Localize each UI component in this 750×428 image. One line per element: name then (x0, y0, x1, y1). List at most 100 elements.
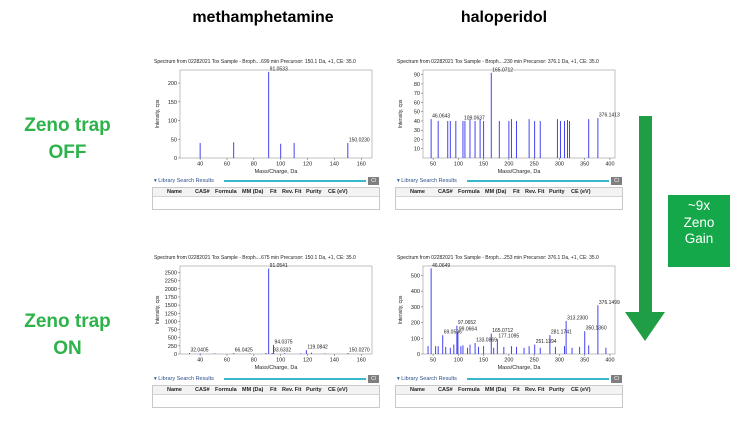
library-column-header[interactable]: Formula (215, 189, 237, 195)
x-tick-label: 120 (303, 358, 312, 364)
peak-label: 46.0649 (432, 263, 450, 269)
library-column-header[interactable]: Formula (215, 387, 237, 393)
library-close-button[interactable]: Cl (611, 375, 622, 383)
library-divider-line (224, 378, 366, 380)
library-column-header[interactable]: Purity (306, 387, 322, 393)
library-search-title: ▾ Library Search Results (397, 376, 457, 382)
y-tick-label: 500 (411, 273, 420, 279)
peak-label: 46.0643 (432, 114, 450, 120)
x-tick-label: 100 (454, 162, 463, 168)
peak-label: 109.0637 (464, 115, 485, 121)
library-close-button[interactable]: Cl (611, 177, 622, 185)
library-column-header[interactable]: Name (167, 189, 182, 195)
gain-arrow (625, 116, 665, 341)
library-column-header[interactable]: Name (410, 189, 425, 195)
x-tick-label: 60 (224, 162, 230, 168)
y-tick-label: 750 (168, 328, 177, 334)
spectrum-chart: Spectrum from 02282021 Tox Sample - Brop… (154, 59, 373, 175)
library-column-headers: Name CAS# Formula MM (Da) Fit Rev. Fit Purity C… (153, 188, 379, 197)
library-search-panel: ▾ Library Search Results Cl Name CAS# Formul… (395, 374, 623, 408)
library-column-header[interactable]: Fit (513, 189, 520, 195)
row-label-zeno-on: Zeno trap ON (0, 308, 135, 362)
library-column-header[interactable]: Name (410, 387, 425, 393)
peak-label: 69.0596 (444, 330, 462, 336)
x-tick-label: 350 (580, 358, 589, 364)
library-column-header[interactable]: Purity (549, 387, 565, 393)
y-tick-label: 50 (414, 110, 420, 116)
library-column-header[interactable]: MM (Da) (485, 189, 507, 195)
library-column-header[interactable]: Name (167, 387, 182, 393)
x-axis-label: Mass/Charge, Da (255, 169, 299, 175)
y-tick-label: 50 (171, 137, 177, 143)
library-column-header[interactable]: CE (eV) (571, 387, 591, 393)
y-tick-label: 2250 (165, 279, 177, 285)
library-column-header[interactable]: Purity (549, 189, 565, 195)
column-spacer (396, 386, 410, 394)
library-column-header[interactable]: MM (Da) (485, 387, 507, 393)
y-tick-label: 0 (417, 352, 420, 358)
library-column-header[interactable]: Formula (458, 387, 480, 393)
column-title-haloperidol: haloperidol (460, 9, 548, 26)
y-tick-label: 200 (168, 81, 177, 87)
zeno-gain-box: ~9x Zeno Gain (668, 195, 730, 267)
library-column-header[interactable]: Purity (306, 189, 322, 195)
peak-label: 150.0230 (349, 138, 370, 144)
y-tick-label: 20 (414, 137, 420, 143)
peak-label: 32.0405 (190, 348, 208, 354)
spectrum-chart: Spectrum from 02282021 Tox Sample - Brop… (154, 255, 373, 371)
x-tick-label: 200 (504, 162, 513, 168)
x-tick-label: 200 (504, 358, 513, 364)
x-tick-label: 60 (224, 358, 230, 364)
library-search-title: ▾ Library Search Results (397, 178, 457, 184)
x-tick-label: 140 (330, 358, 339, 364)
row-label-line: OFF (48, 142, 87, 163)
x-tick-label: 40 (197, 162, 203, 168)
library-column-header[interactable]: CAS# (438, 189, 453, 195)
library-column-header[interactable]: CAS# (195, 387, 210, 393)
y-axis-label: Intensity, cps (155, 295, 161, 324)
y-tick-label: 200 (411, 321, 420, 327)
library-close-button[interactable]: Cl (368, 177, 379, 185)
column-spacer (396, 188, 410, 196)
library-search-header: ▾ Library Search Results Cl (152, 374, 380, 384)
library-column-header[interactable]: Rev. Fit (525, 189, 545, 195)
library-results-table: Name CAS# Formula MM (Da) Fit Rev. Fit Purity C… (395, 187, 623, 210)
library-column-header[interactable]: CAS# (438, 387, 453, 393)
x-tick-label: 50 (430, 162, 436, 168)
library-search-header: ▾ Library Search Results Cl (395, 176, 623, 186)
x-tick-label: 400 (605, 162, 614, 168)
y-tick-label: 60 (414, 100, 420, 106)
library-search-panel: ▾ Library Search Results Cl Name CAS# Formul… (395, 176, 623, 210)
library-column-headers: Name CAS# Formula MM (Da) Fit Rev. Fit Purity C… (153, 386, 379, 395)
library-column-header[interactable]: Fit (270, 387, 277, 393)
row-label-line: ON (53, 338, 82, 359)
peak-label: 165.0712 (492, 328, 513, 334)
library-close-button[interactable]: Cl (368, 375, 379, 383)
x-tick-label: 150 (479, 162, 488, 168)
peak-label: 133.0869 (476, 338, 497, 344)
peak-label: 99.0664 (459, 327, 477, 333)
arrow-shaft (639, 116, 652, 314)
spectrum-chart: Spectrum from 02282021 Tox Sample - Brop… (397, 59, 620, 175)
library-column-header[interactable]: CE (eV) (571, 189, 591, 195)
library-column-header[interactable]: CE (eV) (328, 189, 348, 195)
x-tick-label: 50 (430, 358, 436, 364)
library-column-header[interactable]: Rev. Fit (282, 189, 302, 195)
y-tick-label: 500 (168, 336, 177, 342)
y-tick-label: 1750 (165, 295, 177, 301)
library-column-header[interactable]: Fit (270, 189, 277, 195)
library-column-header[interactable]: Fit (513, 387, 520, 393)
library-column-header[interactable]: Rev. Fit (525, 387, 545, 393)
x-tick-label: 40 (197, 358, 203, 364)
library-divider-line (467, 378, 609, 380)
x-tick-label: 250 (530, 162, 539, 168)
peak-label: 91.0533 (270, 66, 288, 72)
chart-title: Spectrum from 02282021 Tox Sample - Brop… (154, 255, 356, 261)
library-column-header[interactable]: Formula (458, 189, 480, 195)
column-spacer (153, 188, 167, 196)
library-column-header[interactable]: MM (Da) (242, 189, 264, 195)
library-column-header[interactable]: Rev. Fit (282, 387, 302, 393)
library-column-header[interactable]: CE (eV) (328, 387, 348, 393)
library-column-header[interactable]: MM (Da) (242, 387, 264, 393)
library-column-header[interactable]: CAS# (195, 189, 210, 195)
